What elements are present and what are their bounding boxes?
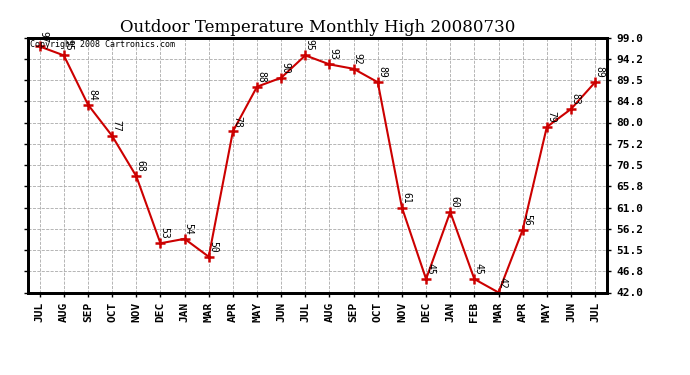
Text: 53: 53 bbox=[159, 227, 170, 239]
Text: 79: 79 bbox=[546, 111, 556, 123]
Text: 78: 78 bbox=[232, 116, 242, 127]
Text: 88: 88 bbox=[256, 71, 266, 82]
Text: 50: 50 bbox=[208, 241, 218, 252]
Text: 60: 60 bbox=[449, 196, 460, 208]
Text: 45: 45 bbox=[473, 263, 484, 275]
Text: 83: 83 bbox=[570, 93, 580, 105]
Text: 95: 95 bbox=[63, 39, 73, 51]
Text: 89: 89 bbox=[377, 66, 387, 78]
Title: Outdoor Temperature Monthly High 20080730: Outdoor Temperature Monthly High 2008073… bbox=[119, 19, 515, 36]
Text: 61: 61 bbox=[401, 192, 411, 203]
Text: 89: 89 bbox=[594, 66, 604, 78]
Text: 42: 42 bbox=[497, 277, 508, 288]
Text: 68: 68 bbox=[135, 160, 146, 172]
Text: 54: 54 bbox=[184, 223, 194, 235]
Text: 92: 92 bbox=[353, 53, 363, 64]
Text: 56: 56 bbox=[522, 214, 532, 226]
Text: 45: 45 bbox=[425, 263, 435, 275]
Text: 97: 97 bbox=[39, 30, 49, 42]
Text: 95: 95 bbox=[304, 39, 315, 51]
Text: Copyright 2008 Cartronics.com: Copyright 2008 Cartronics.com bbox=[30, 40, 175, 49]
Text: 84: 84 bbox=[87, 89, 97, 101]
Text: 77: 77 bbox=[111, 120, 121, 132]
Text: 90: 90 bbox=[280, 62, 290, 74]
Text: 93: 93 bbox=[328, 48, 339, 60]
